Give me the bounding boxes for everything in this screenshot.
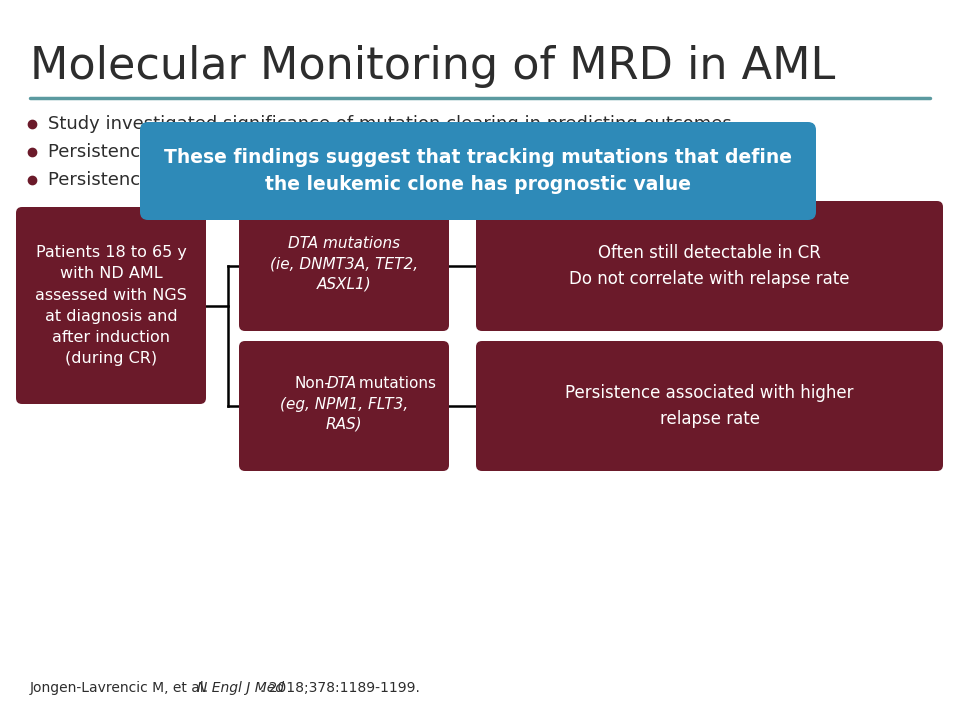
- Text: Patients 18 to 65 y
with ND AML
assessed with NGS
at diagnosis and
after inducti: Patients 18 to 65 y with ND AML assessed…: [36, 246, 187, 366]
- FancyBboxPatch shape: [140, 122, 816, 220]
- Text: RAS): RAS): [325, 416, 362, 431]
- Text: mutations did not correlate with outcome: mutations did not correlate with outcome: [298, 143, 679, 161]
- Text: ASXL1): ASXL1): [317, 276, 372, 292]
- Text: . 2018;378:1189-1199.: . 2018;378:1189-1199.: [260, 681, 420, 695]
- Text: DTA mutations: DTA mutations: [288, 236, 400, 251]
- Text: Study investigated significance of mutation clearing in predicting outcomes: Study investigated significance of mutat…: [48, 115, 732, 133]
- Text: Jongen-Lavrencic M, et al.: Jongen-Lavrencic M, et al.: [30, 681, 213, 695]
- FancyBboxPatch shape: [239, 341, 449, 471]
- Text: Persistence of non-: Persistence of non-: [48, 171, 220, 189]
- Text: N Engl J Med: N Engl J Med: [197, 681, 284, 695]
- Text: mutations did correlate with relapse rate: mutations did correlate with relapse rat…: [231, 171, 607, 189]
- Text: These findings suggest that tracking mutations that define
the leukemic clone ha: These findings suggest that tracking mut…: [164, 148, 792, 194]
- Text: mutations: mutations: [354, 377, 436, 392]
- FancyBboxPatch shape: [16, 207, 206, 404]
- Text: DTA: DTA: [327, 377, 357, 392]
- Text: Persistence of pre-leukemic: Persistence of pre-leukemic: [48, 143, 303, 161]
- FancyBboxPatch shape: [476, 201, 943, 331]
- FancyBboxPatch shape: [476, 341, 943, 471]
- Text: Often still detectable in CR
Do not correlate with relapse rate: Often still detectable in CR Do not corr…: [569, 244, 850, 288]
- Text: Non-: Non-: [294, 377, 330, 392]
- Text: DTA: DTA: [270, 143, 305, 161]
- Text: DTA: DTA: [203, 171, 239, 189]
- FancyBboxPatch shape: [239, 201, 449, 331]
- Text: (eg, NPM1, FLT3,: (eg, NPM1, FLT3,: [280, 397, 408, 412]
- Text: Persistence associated with higher
relapse rate: Persistence associated with higher relap…: [565, 384, 853, 428]
- Text: (ie, DNMT3A, TET2,: (ie, DNMT3A, TET2,: [270, 256, 418, 271]
- Text: Molecular Monitoring of MRD in AML: Molecular Monitoring of MRD in AML: [30, 45, 835, 88]
